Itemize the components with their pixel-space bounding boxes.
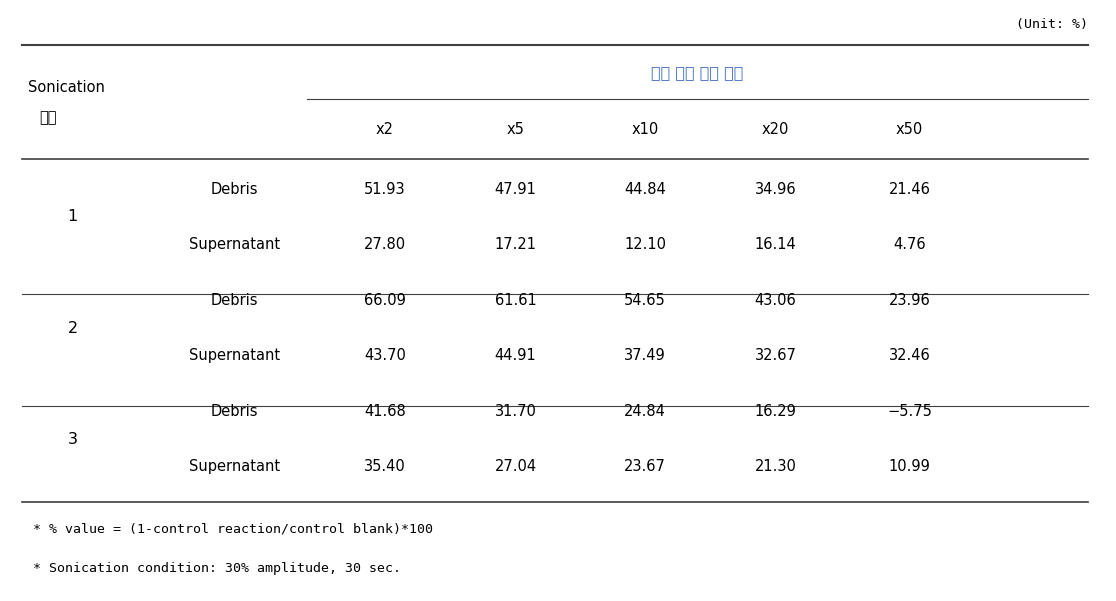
Text: (Unit: %): (Unit: %) bbox=[1016, 18, 1088, 31]
Text: 43.70: 43.70 bbox=[364, 349, 406, 363]
Text: x10: x10 bbox=[632, 122, 658, 136]
Text: 12.10: 12.10 bbox=[624, 237, 666, 252]
Text: 21.46: 21.46 bbox=[888, 182, 931, 197]
Text: 32.67: 32.67 bbox=[754, 349, 797, 363]
Text: 횟수: 횟수 bbox=[39, 110, 57, 124]
Text: Supernatant: Supernatant bbox=[189, 349, 280, 363]
Text: 54.65: 54.65 bbox=[624, 293, 666, 308]
Text: 4.76: 4.76 bbox=[893, 237, 926, 252]
Text: 51.93: 51.93 bbox=[364, 182, 406, 197]
Text: 1: 1 bbox=[67, 210, 78, 224]
Text: x2: x2 bbox=[376, 122, 394, 136]
Text: 44.84: 44.84 bbox=[624, 182, 666, 197]
Text: 34.96: 34.96 bbox=[754, 182, 797, 197]
Text: 17.21: 17.21 bbox=[494, 237, 537, 252]
Text: 16.29: 16.29 bbox=[754, 404, 797, 419]
Text: 2: 2 bbox=[67, 321, 78, 335]
Text: Debris: Debris bbox=[211, 182, 258, 197]
Text: * % value = (1-control reaction/control blank)*100: * % value = (1-control reaction/control … bbox=[33, 523, 433, 536]
Text: 41.68: 41.68 bbox=[364, 404, 406, 419]
Text: Debris: Debris bbox=[211, 293, 258, 308]
Text: 66.09: 66.09 bbox=[364, 293, 406, 308]
Text: 27.80: 27.80 bbox=[364, 237, 406, 252]
Text: 32.46: 32.46 bbox=[888, 349, 931, 363]
Text: 43.06: 43.06 bbox=[754, 293, 797, 308]
Text: −5.75: −5.75 bbox=[887, 404, 932, 419]
Text: Supernatant: Supernatant bbox=[189, 237, 280, 252]
Text: 61.61: 61.61 bbox=[494, 293, 537, 308]
Text: Debris: Debris bbox=[211, 404, 258, 419]
Text: 3: 3 bbox=[68, 432, 77, 447]
Text: 37.49: 37.49 bbox=[624, 349, 666, 363]
Text: 35.40: 35.40 bbox=[364, 460, 406, 474]
Text: 16.14: 16.14 bbox=[754, 237, 797, 252]
Text: 27.04: 27.04 bbox=[494, 460, 537, 474]
Text: 23.67: 23.67 bbox=[624, 460, 666, 474]
Text: Sonication: Sonication bbox=[28, 80, 105, 94]
Text: 효소 원액 희석 배율: 효소 원액 희석 배율 bbox=[652, 65, 743, 79]
Text: 44.91: 44.91 bbox=[494, 349, 537, 363]
Text: 10.99: 10.99 bbox=[888, 460, 931, 474]
Text: x5: x5 bbox=[507, 122, 525, 136]
Text: 47.91: 47.91 bbox=[494, 182, 537, 197]
Text: x20: x20 bbox=[762, 122, 789, 136]
Text: 23.96: 23.96 bbox=[888, 293, 931, 308]
Text: Supernatant: Supernatant bbox=[189, 460, 280, 474]
Text: 24.84: 24.84 bbox=[624, 404, 666, 419]
Text: 21.30: 21.30 bbox=[754, 460, 797, 474]
Text: 31.70: 31.70 bbox=[494, 404, 537, 419]
Text: x50: x50 bbox=[896, 122, 923, 136]
Text: * Sonication condition: 30% amplitude, 30 sec.: * Sonication condition: 30% amplitude, 3… bbox=[33, 562, 402, 575]
